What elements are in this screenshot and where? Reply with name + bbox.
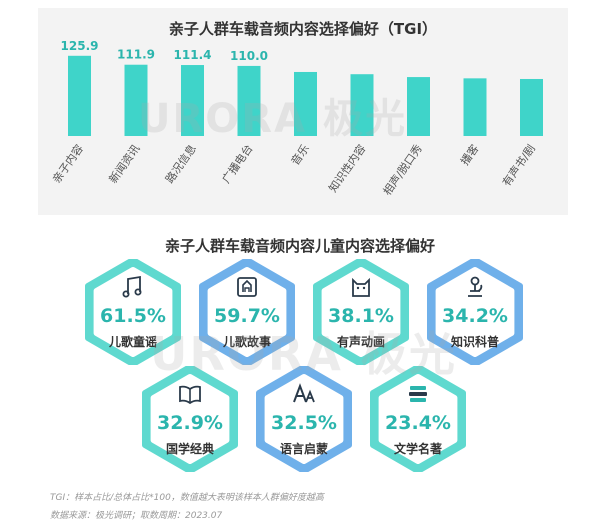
bar-value-label-2: 111.4: [174, 48, 212, 62]
hexagon-frame: [313, 259, 409, 365]
bar-4: [294, 71, 317, 136]
music-note-icon: [80, 274, 186, 300]
tgi-chart-panel: 125.9 亲子内容 111.9 新闻资讯 111.4 路况信息 110.0 广播电台 音乐 知识…: [38, 8, 568, 215]
category-label-4: 音乐: [288, 142, 312, 168]
bar-7: [463, 78, 487, 136]
content-percentage: 23.4%: [385, 412, 451, 434]
content-card-1: 59.7% 儿歌故事: [194, 259, 300, 365]
hexagon-frame: [142, 366, 238, 472]
hexagon-frame: [199, 259, 295, 365]
content-label: 有声动画: [336, 335, 385, 349]
bar-value-label-3: 110.0: [230, 49, 268, 63]
bar-3: [237, 65, 261, 136]
hexagon-frame: [370, 366, 466, 472]
bar-value-label-0: 125.9: [61, 39, 99, 53]
content-label: 语言启蒙: [279, 442, 328, 456]
content-card-0: 61.5% 儿歌童谣: [80, 259, 186, 365]
watermark-logo-bottom: URORA 极光: [150, 327, 457, 381]
category-label-2: 路况信息: [162, 142, 199, 186]
category-label-1: 新闻资讯: [106, 142, 143, 186]
bar-1: [124, 64, 148, 136]
content-label: 文学名著: [393, 442, 442, 456]
tgi-chart-title: 亲子人群车载音频内容选择偏好（TGI）: [168, 20, 438, 38]
watermark-logo-top: URORA 极光: [138, 96, 407, 142]
bar-0: [68, 55, 91, 136]
hexagon-frame: [427, 259, 523, 365]
category-label-3: 广播电台: [219, 142, 256, 186]
content-percentage: 38.1%: [328, 305, 394, 327]
bar-5: [350, 74, 374, 136]
stacked-books-icon: [365, 381, 471, 407]
content-percentage: 61.5%: [100, 305, 166, 327]
letters-icon: [251, 381, 357, 407]
content-label: 国学经典: [165, 442, 214, 456]
microscope-icon: [422, 274, 528, 300]
bar-8: [520, 78, 543, 136]
content-card-3: 34.2% 知识科普: [422, 259, 528, 365]
content-card-2: 38.1% 有声动画: [308, 259, 414, 365]
bar-6: [407, 77, 430, 136]
content-card-6: 23.4% 文学名著: [365, 366, 471, 472]
bar-value-label-1: 111.9: [117, 48, 155, 62]
category-label-8: 有声书/剧: [499, 142, 538, 189]
content-card-5: 32.5% 语言启蒙: [251, 366, 357, 472]
content-label: 儿歌童谣: [108, 335, 157, 349]
category-label-5: 知识性内容: [325, 142, 368, 195]
hexagon-frame: [256, 366, 352, 472]
story-book-icon: [194, 274, 300, 300]
bar-2: [181, 65, 204, 136]
content-label: 儿歌故事: [222, 335, 271, 349]
category-label-7: 播客: [457, 142, 481, 168]
open-book-icon: [137, 381, 243, 407]
content-percentage: 59.7%: [214, 305, 280, 327]
tgi-bar-chart: 125.9 亲子内容 111.9 新闻资讯 111.4 路况信息 110.0 广播电台 音乐 知识…: [49, 39, 543, 198]
hexagon-frame: [85, 259, 181, 365]
content-percentage: 32.5%: [271, 412, 337, 434]
category-label-6: 相声/脱口秀: [380, 142, 425, 198]
category-label-0: 亲子内容: [49, 142, 86, 186]
content-card-4: 32.9% 国学经典: [137, 366, 243, 472]
tgi-footnote: TGI：样本占比/总体占比*100，数值越大表明该样本人群偏好度越高: [50, 493, 324, 503]
kids-content-title: 亲子人群车载音频内容儿童内容选择偏好: [164, 237, 435, 255]
content-percentage: 32.9%: [157, 412, 223, 434]
content-percentage: 34.2%: [442, 305, 508, 327]
content-label: 知识科普: [450, 335, 499, 349]
cat-animation-icon: [308, 274, 414, 300]
source-footnote: 数据来源：极光调研；取数周期：2023.07: [50, 511, 223, 521]
